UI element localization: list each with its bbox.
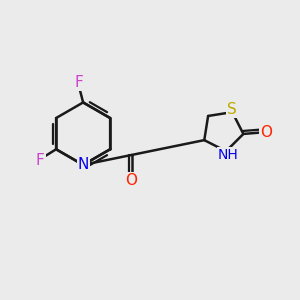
Text: N: N xyxy=(77,158,89,172)
Text: O: O xyxy=(260,125,272,140)
Text: NH: NH xyxy=(218,148,239,162)
Text: O: O xyxy=(126,173,138,188)
Text: F: F xyxy=(74,75,83,90)
Text: F: F xyxy=(36,153,45,168)
Text: S: S xyxy=(227,102,237,117)
